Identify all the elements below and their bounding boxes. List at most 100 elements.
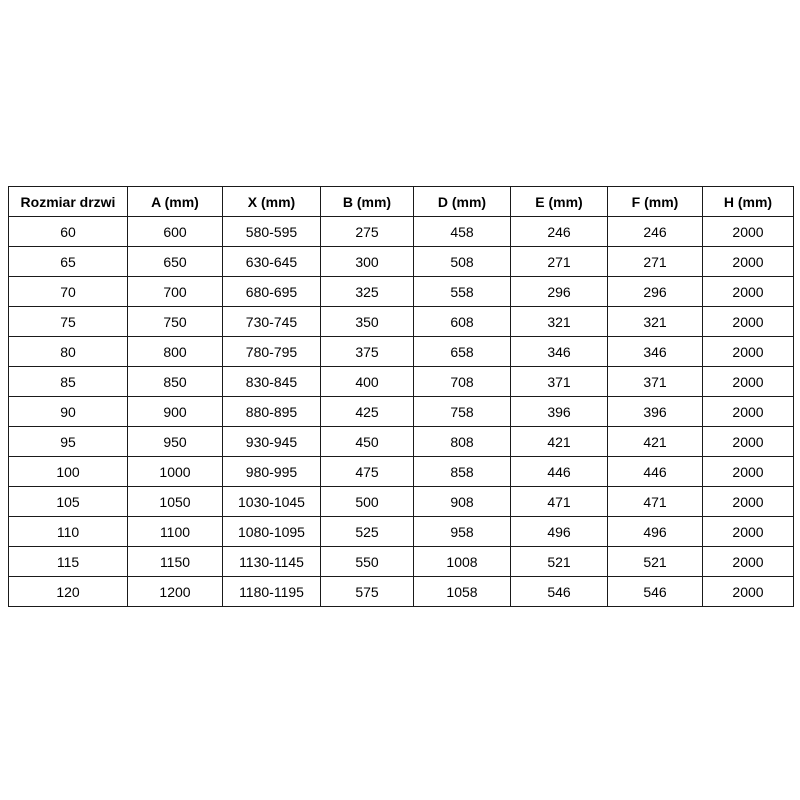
table-cell: 271 (510, 246, 608, 277)
table-cell: 296 (510, 276, 608, 307)
table-row: 100 1000 980-995 475 858 446 446 2000 (8, 456, 794, 487)
table-cell: 100 (8, 456, 128, 487)
table-cell: 521 (510, 546, 608, 577)
table-cell: 1080-1095 (222, 516, 321, 547)
table-cell: 2000 (702, 396, 794, 427)
table-cell: 446 (510, 456, 608, 487)
table-cell: 2000 (702, 456, 794, 487)
table-cell: 346 (607, 336, 703, 367)
column-header: Rozmiar drzwi (8, 186, 128, 217)
table-header: Rozmiar drzwi A (mm) X (mm) B (mm) D (mm) E (… (8, 186, 794, 217)
table-cell: 2000 (702, 366, 794, 397)
table-cell: 808 (413, 426, 511, 457)
column-header: D (mm) (413, 186, 511, 217)
table-cell: 600 (127, 216, 223, 247)
table-cell: 421 (510, 426, 608, 457)
table-cell: 300 (320, 246, 414, 277)
table-cell: 80 (8, 336, 128, 367)
table-cell: 980-995 (222, 456, 321, 487)
table-cell: 246 (607, 216, 703, 247)
table-cell: 608 (413, 306, 511, 337)
table-cell: 371 (510, 366, 608, 397)
table-row: 110 1100 1080-1095 525 958 496 496 2000 (8, 516, 794, 547)
table-cell: 2000 (702, 306, 794, 337)
table-cell: 60 (8, 216, 128, 247)
table-cell: 371 (607, 366, 703, 397)
table-cell: 2000 (702, 546, 794, 577)
table-cell: 1100 (127, 516, 223, 547)
table-cell: 1000 (127, 456, 223, 487)
column-header: F (mm) (607, 186, 703, 217)
table-cell: 425 (320, 396, 414, 427)
table-cell: 575 (320, 576, 414, 607)
table-cell: 2000 (702, 486, 794, 517)
table-cell: 65 (8, 246, 128, 277)
table-cell: 375 (320, 336, 414, 367)
table-cell: 85 (8, 366, 128, 397)
table-cell: 650 (127, 246, 223, 277)
table-cell: 1008 (413, 546, 511, 577)
table-cell: 95 (8, 426, 128, 457)
table-cell: 496 (607, 516, 703, 547)
table-cell: 758 (413, 396, 511, 427)
table-cell: 321 (510, 306, 608, 337)
table-cell: 858 (413, 456, 511, 487)
table-cell: 471 (607, 486, 703, 517)
column-header: B (mm) (320, 186, 414, 217)
table-cell: 120 (8, 576, 128, 607)
table-cell: 446 (607, 456, 703, 487)
table-cell: 110 (8, 516, 128, 547)
table-cell: 1150 (127, 546, 223, 577)
table-cell: 1050 (127, 486, 223, 517)
door-size-table: Rozmiar drzwi A (mm) X (mm) B (mm) D (mm) E (… (8, 186, 794, 607)
table-cell: 400 (320, 366, 414, 397)
table-cell: 1030-1045 (222, 486, 321, 517)
table-cell: 850 (127, 366, 223, 397)
table-cell: 2000 (702, 336, 794, 367)
table-cell: 2000 (702, 426, 794, 457)
header-row: Rozmiar drzwi A (mm) X (mm) B (mm) D (mm) E (… (8, 186, 794, 217)
column-header: X (mm) (222, 186, 321, 217)
table-cell: 1130-1145 (222, 546, 321, 577)
table-row: 120 1200 1180-1195 575 1058 546 546 2000 (8, 576, 794, 607)
table-cell: 880-895 (222, 396, 321, 427)
table-row: 85 850 830-845 400 708 371 371 2000 (8, 366, 794, 397)
size-table-container: Rozmiar drzwi A (mm) X (mm) B (mm) D (mm) E (… (8, 186, 794, 607)
table-cell: 115 (8, 546, 128, 577)
table-cell: 2000 (702, 516, 794, 547)
table-row: 105 1050 1030-1045 500 908 471 471 2000 (8, 486, 794, 517)
table-cell: 908 (413, 486, 511, 517)
table-body: 60 600 580-595 275 458 246 246 2000 65 650 630-645… (8, 216, 794, 607)
table-cell: 700 (127, 276, 223, 307)
table-cell: 275 (320, 216, 414, 247)
column-header: A (mm) (127, 186, 223, 217)
table-cell: 525 (320, 516, 414, 547)
table-cell: 950 (127, 426, 223, 457)
table-cell: 350 (320, 306, 414, 337)
table-cell: 246 (510, 216, 608, 247)
table-cell: 458 (413, 216, 511, 247)
table-cell: 730-745 (222, 306, 321, 337)
table-row: 70 700 680-695 325 558 296 296 2000 (8, 276, 794, 307)
table-row: 115 1150 1130-1145 550 1008 521 521 2000 (8, 546, 794, 577)
table-cell: 680-695 (222, 276, 321, 307)
table-cell: 321 (607, 306, 703, 337)
table-cell: 550 (320, 546, 414, 577)
table-cell: 70 (8, 276, 128, 307)
table-cell: 105 (8, 486, 128, 517)
table-cell: 90 (8, 396, 128, 427)
table-cell: 708 (413, 366, 511, 397)
table-cell: 658 (413, 336, 511, 367)
table-cell: 508 (413, 246, 511, 277)
table-cell: 750 (127, 306, 223, 337)
table-cell: 421 (607, 426, 703, 457)
table-cell: 546 (510, 576, 608, 607)
table-cell: 800 (127, 336, 223, 367)
table-cell: 521 (607, 546, 703, 577)
table-cell: 396 (607, 396, 703, 427)
table-cell: 2000 (702, 246, 794, 277)
table-cell: 75 (8, 306, 128, 337)
table-row: 80 800 780-795 375 658 346 346 2000 (8, 336, 794, 367)
table-cell: 450 (320, 426, 414, 457)
